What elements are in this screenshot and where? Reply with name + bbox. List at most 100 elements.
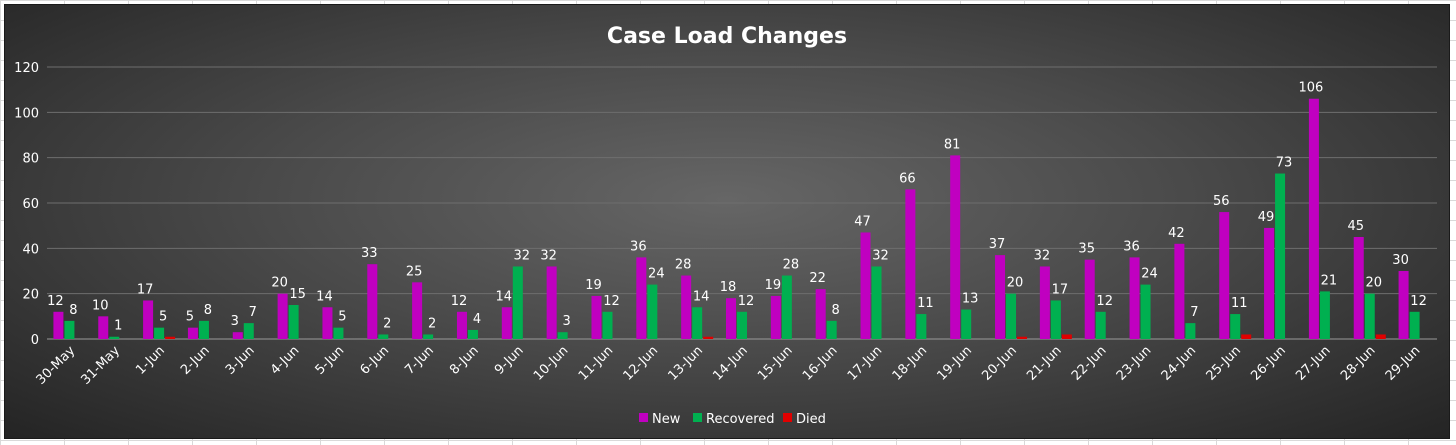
- x-tick-label: 12-Jun: [621, 343, 662, 384]
- bar-recovered: [781, 275, 792, 339]
- bar-new: [1264, 227, 1275, 339]
- data-label: 19: [585, 278, 602, 293]
- data-label: 24: [648, 267, 665, 282]
- bar-recovered: [243, 323, 254, 339]
- bar-recovered: [916, 314, 927, 339]
- bar-recovered: [333, 327, 344, 339]
- x-tick-label: 7-Jun: [402, 343, 437, 378]
- x-tick-label: 28-Jun: [1338, 343, 1379, 384]
- bar-new: [1353, 237, 1364, 339]
- bar-recovered: [423, 334, 434, 339]
- x-tick-label: 25-Jun: [1204, 343, 1245, 384]
- data-label: 7: [1190, 305, 1198, 320]
- data-label: 14: [693, 289, 710, 304]
- y-tick-label: 100: [14, 106, 39, 121]
- bar-new: [1398, 271, 1409, 339]
- x-tick-label: 3-Jun: [223, 343, 258, 378]
- data-label: 12: [603, 294, 620, 309]
- y-tick-label: 120: [14, 61, 39, 76]
- data-label: 36: [630, 239, 647, 254]
- x-tick-label: 8-Jun: [447, 343, 482, 378]
- data-label: 8: [69, 303, 77, 318]
- bar-recovered: [198, 320, 209, 339]
- data-label: 21: [1321, 273, 1338, 288]
- data-label: 12: [47, 294, 64, 309]
- data-label: 10: [92, 298, 109, 313]
- bar-new: [322, 307, 333, 339]
- bar-new: [367, 264, 378, 339]
- data-label: 32: [872, 248, 889, 263]
- x-tick-label: 23-Jun: [1114, 343, 1155, 384]
- bar-new: [905, 189, 916, 339]
- data-label: 35: [1078, 242, 1095, 257]
- bar-recovered: [647, 284, 658, 339]
- bar-new: [98, 316, 109, 339]
- data-label: 32: [1034, 248, 1051, 263]
- x-tick-label: 10-Jun: [531, 343, 572, 384]
- bar-new: [591, 295, 602, 339]
- chart-area[interactable]: Case Load Changes 0 20 40 60 80 100 120 12 10 17…: [4, 4, 1450, 439]
- bar-recovered: [1275, 173, 1286, 339]
- bar-recovered: [692, 307, 703, 339]
- bars: [53, 98, 1420, 339]
- data-label: 45: [1347, 219, 1364, 234]
- x-tick-label: 17-Jun: [845, 343, 886, 384]
- data-label: 3: [231, 314, 239, 329]
- bar-died: [165, 336, 176, 339]
- data-label: 30: [1392, 253, 1409, 268]
- data-label: 12: [451, 294, 468, 309]
- x-tick-label: 26-Jun: [1248, 343, 1289, 384]
- bar-new: [770, 295, 781, 339]
- data-label: 17: [1052, 282, 1069, 297]
- y-tick-label: 20: [22, 288, 39, 303]
- data-label: 2: [428, 316, 436, 331]
- legend-swatch: [693, 413, 702, 422]
- data-label: 42: [1168, 226, 1185, 241]
- x-tick-label: 30-May: [34, 343, 79, 388]
- bar-new: [815, 289, 826, 339]
- data-label: 24: [1141, 267, 1158, 282]
- bar-recovered: [378, 334, 389, 339]
- bar-recovered: [467, 329, 478, 339]
- bar-recovered: [1409, 311, 1420, 339]
- bar-recovered: [64, 320, 75, 339]
- bar-recovered: [826, 320, 837, 339]
- data-label: 32: [514, 248, 531, 263]
- data-label: 25: [406, 264, 423, 279]
- data-label: 3: [563, 314, 571, 329]
- data-label: 1: [114, 319, 122, 334]
- bar-new: [950, 155, 961, 339]
- bar-new: [546, 266, 557, 339]
- chart-title: Case Load Changes: [607, 24, 847, 49]
- data-label: 12: [738, 294, 755, 309]
- bar-recovered: [1230, 314, 1241, 339]
- data-label: 33: [361, 246, 378, 261]
- y-axis-ticks: 0 20 40 60 80 100 120: [14, 61, 39, 348]
- bar-new: [232, 332, 243, 339]
- x-tick-label: 27-Jun: [1293, 343, 1334, 384]
- data-label: 66: [899, 171, 916, 186]
- bar-new: [995, 255, 1006, 339]
- data-label: 19: [765, 278, 782, 293]
- data-label: 37: [989, 237, 1006, 252]
- x-tick-label: 6-Jun: [357, 343, 392, 378]
- bar-recovered: [1185, 323, 1196, 339]
- x-tick-label: 11-Jun: [576, 343, 617, 384]
- y-tick-label: 0: [31, 333, 39, 348]
- legend-swatch: [639, 413, 648, 422]
- data-label: 11: [1231, 296, 1248, 311]
- x-axis-ticks: 30-May 31-May 1-Jun 2-Jun 3-Jun 4-Jun 5-Jun 6-J…: [34, 343, 1424, 388]
- data-label: 47: [854, 214, 871, 229]
- data-label: 12: [1096, 294, 1113, 309]
- y-tick-label: 60: [22, 197, 39, 212]
- bar-new: [1084, 259, 1095, 339]
- legend-label: New: [652, 412, 681, 427]
- bar-recovered: [512, 266, 523, 339]
- bar-recovered: [737, 311, 747, 339]
- data-label: 106: [1298, 81, 1323, 96]
- data-label: 14: [316, 289, 333, 304]
- data-label: 8: [204, 303, 212, 318]
- legend-label: Recovered: [706, 412, 775, 427]
- data-label: 81: [944, 137, 961, 152]
